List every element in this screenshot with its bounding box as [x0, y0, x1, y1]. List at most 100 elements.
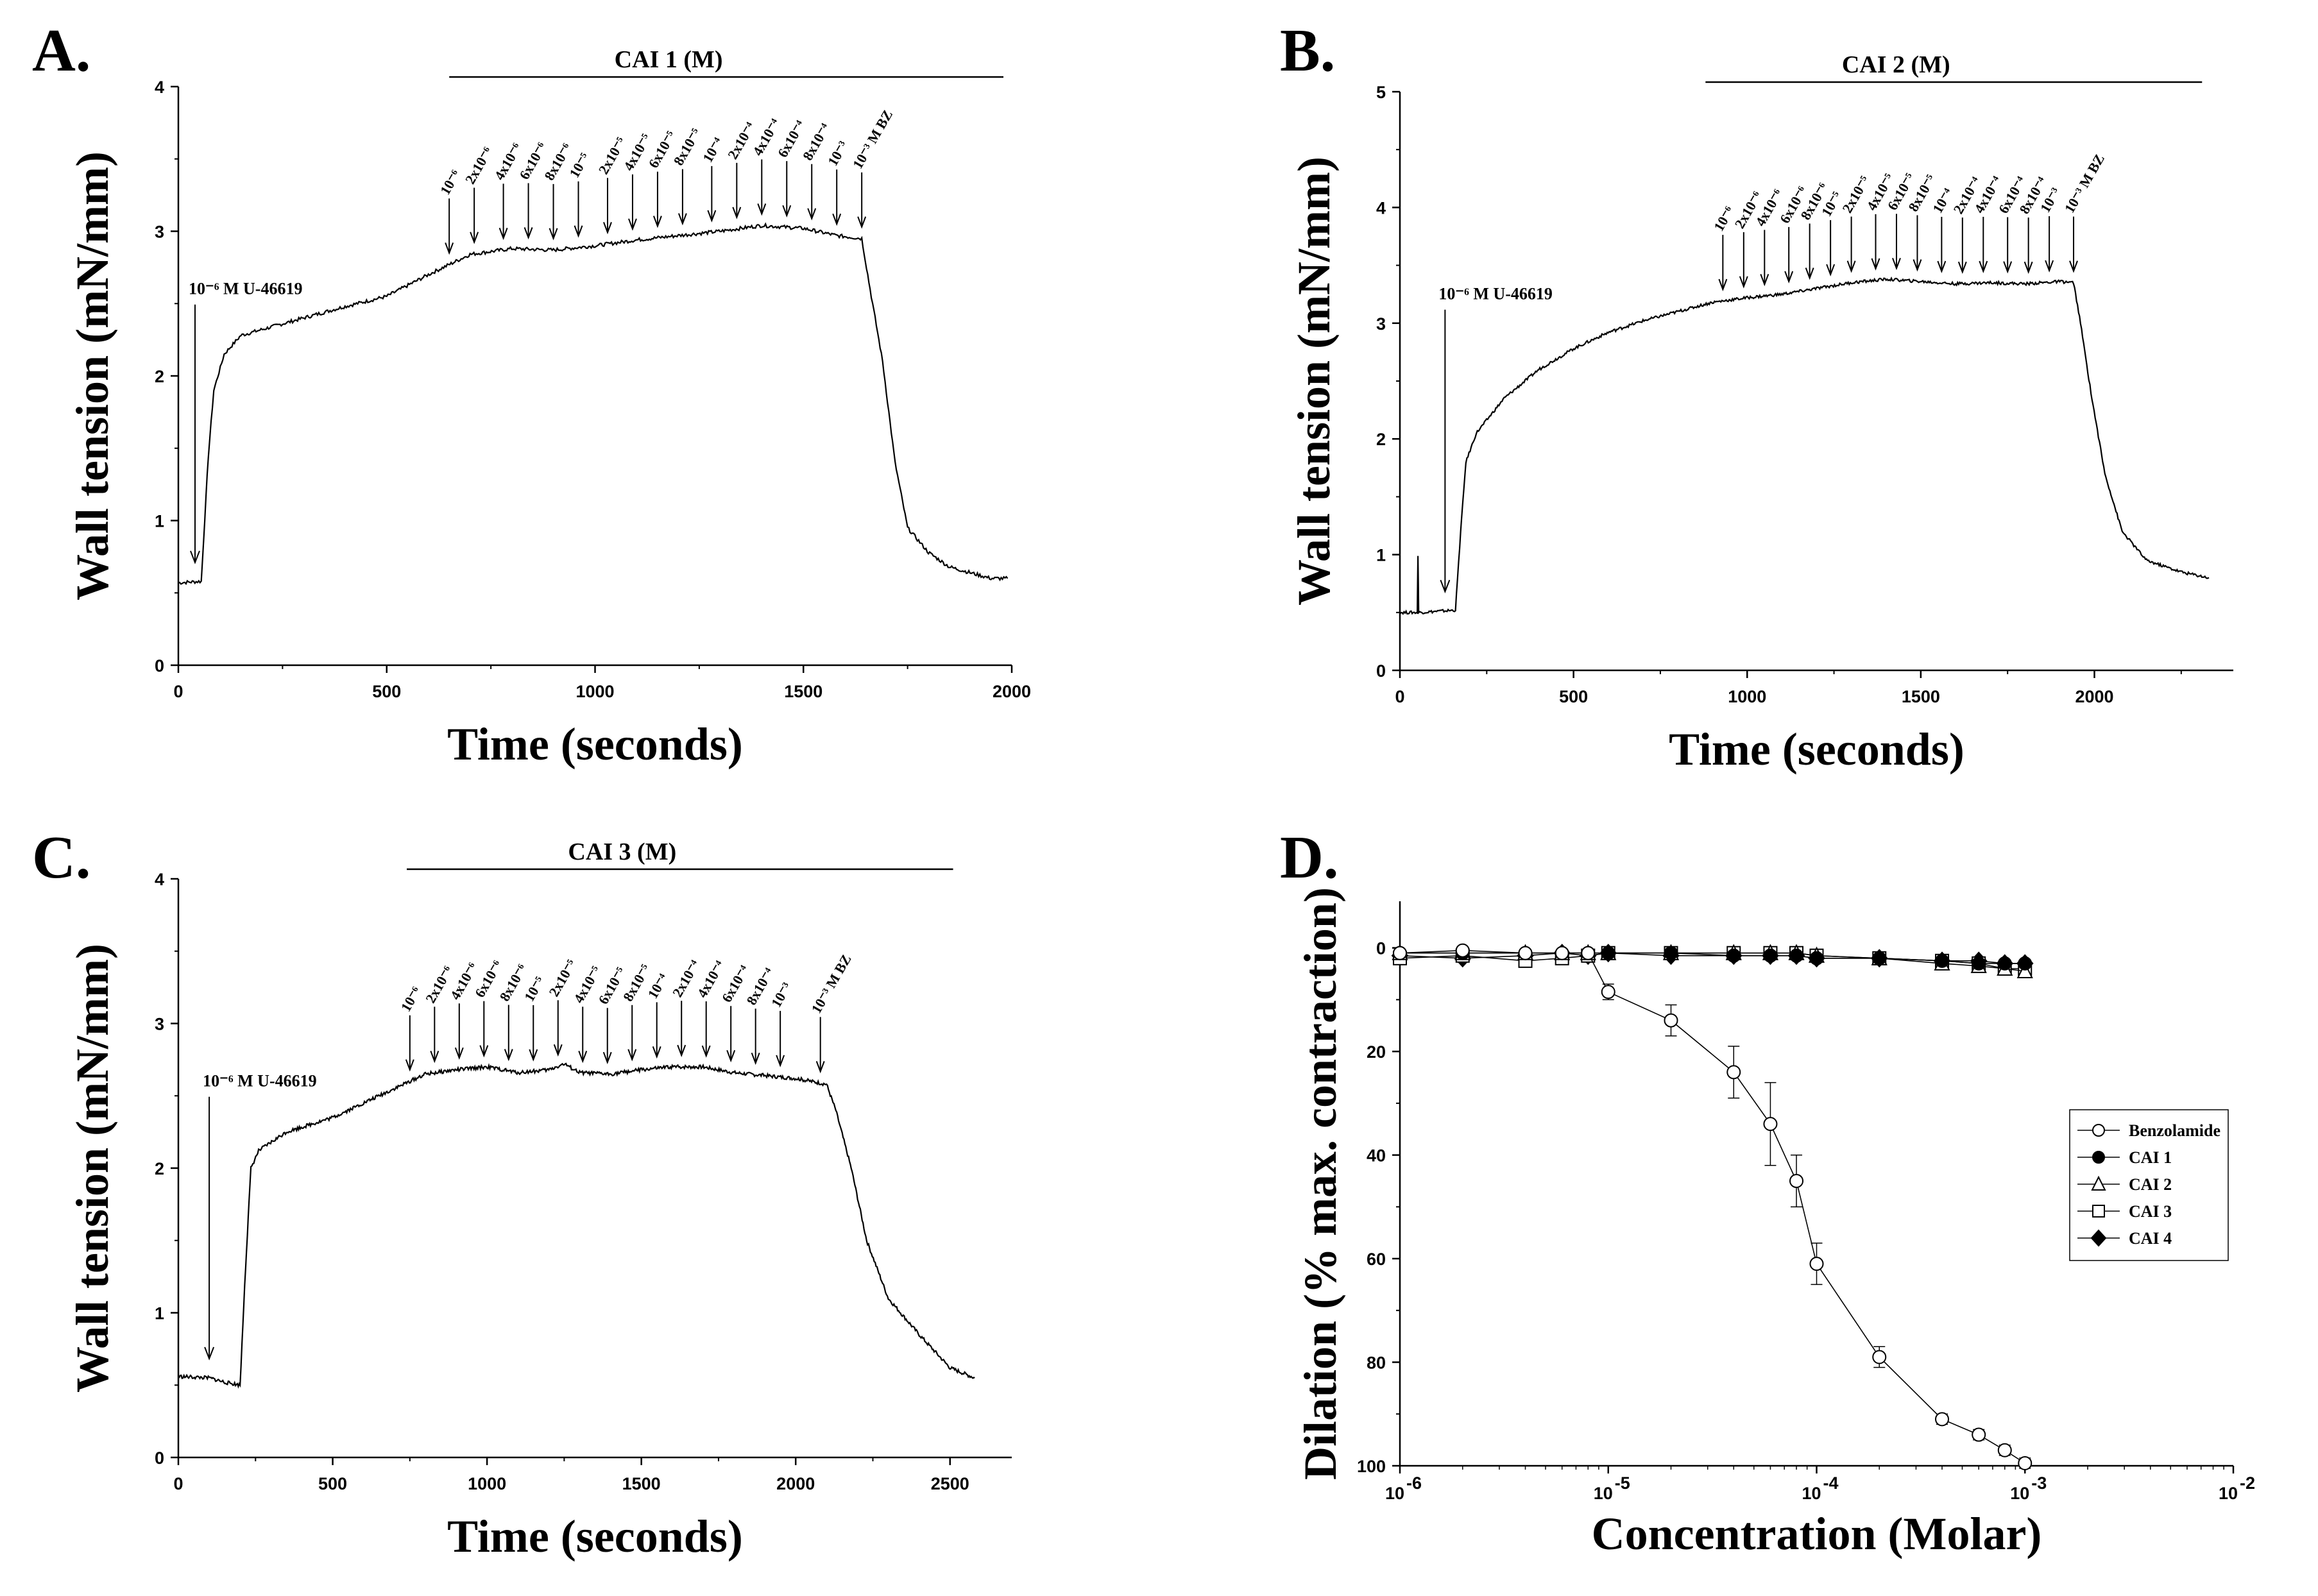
x-tick-label: 1000 [575, 682, 614, 701]
addition-arrow-head [652, 216, 662, 228]
addition-arrow-head [677, 1044, 686, 1057]
marker-open-circle [1581, 946, 1596, 960]
addition-arrow-head [776, 1055, 785, 1067]
x-tick-label: 2000 [776, 1474, 815, 1493]
addition-label: 10⁻³ M BZ [808, 952, 854, 1016]
y-axis-title: Wall tension (mN/mm) [1288, 157, 1340, 606]
y-tick-label: 0 [1376, 939, 1386, 958]
x-tick-exponent: -4 [1823, 1473, 1838, 1493]
y-tick-label: 4 [155, 870, 164, 889]
marker-filled-circle [1997, 956, 2012, 971]
y-tick-label: 1 [155, 1304, 164, 1323]
addition-arrow-head [553, 1044, 563, 1057]
tension-trace [1399, 276, 2210, 615]
addition-arrow-head [652, 1046, 661, 1059]
addition-label: 2x10⁻⁵ [595, 134, 629, 177]
addition-arrow-head [602, 1051, 612, 1065]
addition-arrow-head [1913, 259, 1922, 272]
marker-filled-circle [1935, 953, 1950, 968]
panel-letter: B. [1280, 17, 1335, 84]
x-tick-label: 0 [173, 682, 183, 701]
marker-open-circle [1972, 1427, 1986, 1442]
x-tick-label: 1500 [1902, 687, 1940, 706]
addition-arrow-head [2003, 261, 2013, 274]
addition-arrow-head [701, 1045, 711, 1058]
marker-open-circle [1555, 946, 1569, 960]
addition-arrow-head [479, 1045, 489, 1058]
x-axis-title: Time (seconds) [447, 718, 743, 770]
agonist-arrow-head [204, 1346, 215, 1361]
x-axis-title: Concentration (Molar) [1592, 1508, 2042, 1559]
addition-label: 10⁻³ M BZ [2061, 151, 2108, 216]
marker-filled-circle [1601, 946, 1615, 960]
addition-label: 8x10⁻⁵ [670, 125, 704, 168]
marker-open-circle [1809, 1257, 1824, 1271]
addition-arrow-head [430, 1051, 439, 1064]
x-tick-exponent: -6 [1406, 1473, 1422, 1493]
addition-arrow-head [627, 1049, 637, 1062]
y-axis-title: Wall tension (mN/mm) [67, 151, 118, 600]
agonist-arrow-head [1440, 579, 1451, 593]
marker-open-square [2092, 1205, 2105, 1218]
agonist-label: 10⁻⁶ M U-46619 [189, 280, 303, 298]
y-tick-label: 1 [155, 512, 164, 531]
x-tick-label: 2000 [2075, 687, 2113, 706]
addition-arrow-head [732, 207, 742, 219]
addition-arrow-head [1892, 257, 1901, 271]
addition-arrow-head [603, 221, 612, 235]
addition-arrow-head [782, 205, 792, 218]
y-tick-label: 2 [155, 1159, 164, 1178]
panel-c: C. 0 1 2 3 4 0 500 1000 1500 2000 2500 Time (seconds… [32, 824, 1012, 1562]
legend-label: Benzolamide [2129, 1121, 2220, 1140]
addition-label: 2x10⁻⁴ [724, 119, 758, 162]
x-tick-label: 1000 [1728, 687, 1766, 706]
addition-label: 10⁻⁴ [699, 135, 726, 166]
y-tick-label: 4 [155, 78, 164, 97]
y-tick-label: 20 [1367, 1042, 1386, 1062]
x-tick-exponent: -3 [2031, 1473, 2047, 1493]
y-tick-label: 60 [1367, 1250, 1386, 1269]
marker-filled-circle [1872, 951, 1887, 965]
addition-arrow-head [2069, 260, 2078, 273]
addition-label: 10⁻⁴ [1929, 185, 1956, 216]
y-tick-label: 2 [155, 367, 164, 386]
addition-arrow-head [1937, 260, 1947, 273]
marker-open-circle [2018, 1456, 2033, 1470]
addition-arrow-head [2045, 260, 2054, 273]
addition-arrow-head [1760, 274, 1769, 287]
x-tick-label: 500 [1559, 687, 1588, 706]
addition-arrow-head [1718, 278, 1728, 292]
addition-arrow-head [751, 1052, 760, 1065]
y-tick-label: 100 [1357, 1457, 1386, 1476]
legend-label: CAI 1 [2129, 1148, 2172, 1167]
y-tick-label: 0 [155, 1448, 164, 1468]
marker-open-circle [1763, 1117, 1778, 1132]
agonist-label: 10⁻⁶ M U-46619 [203, 1072, 317, 1091]
addition-arrow-head [1846, 260, 1856, 273]
x-tick-label: 0 [1395, 687, 1404, 706]
addition-arrow-head [1957, 261, 1967, 274]
y-tick-label: 3 [155, 223, 164, 242]
y-tick-label: 3 [155, 1015, 164, 1034]
addition-label: 2x10⁻⁶ [422, 963, 456, 1006]
marker-filled-circle [1763, 948, 1778, 963]
x-tick-label: 500 [318, 1474, 347, 1493]
y-tick-label: 0 [1376, 661, 1386, 681]
addition-arrow-head [757, 203, 767, 216]
addition-arrow-head [807, 208, 817, 221]
addition-label: 10⁻⁶ [398, 984, 425, 1015]
marker-filled-circle [1972, 956, 1986, 971]
marker-open-circle [1997, 1443, 2012, 1457]
addition-arrow-head [678, 213, 687, 226]
marker-filled-circle [1726, 948, 1741, 963]
addition-arrow-head [574, 225, 583, 238]
x-axis-title: Time (seconds) [447, 1511, 743, 1562]
marker-open-circle [2092, 1124, 2105, 1137]
addition-arrow-head [1805, 267, 1814, 280]
marker-open-circle [1872, 1350, 1887, 1364]
agonist-label: 10⁻⁶ M U-46619 [1438, 285, 1553, 303]
addition-arrow-head [445, 242, 454, 255]
addition-arrow-head [628, 218, 637, 231]
addition-arrow-head [499, 228, 508, 241]
addition-label: 4x10⁻⁵ [620, 131, 654, 174]
